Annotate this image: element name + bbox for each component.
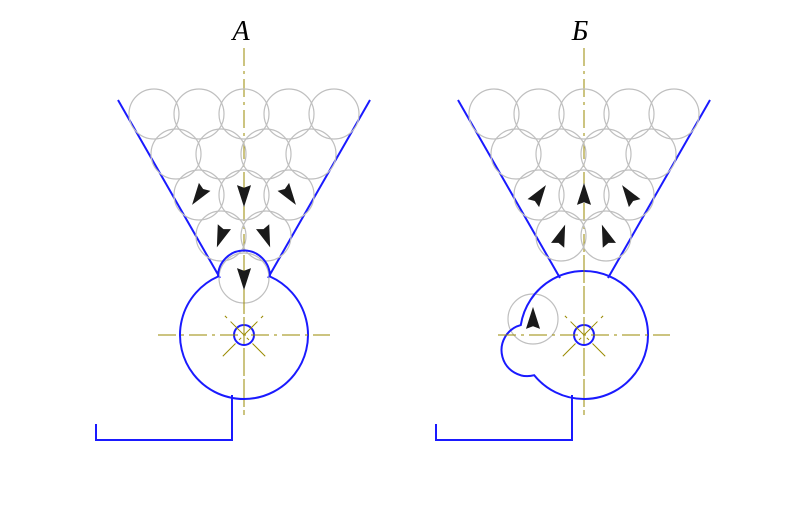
diagram-label: А (230, 16, 250, 47)
ball (514, 89, 564, 139)
force-arrow (256, 224, 270, 247)
force-arrow (528, 185, 546, 207)
ball (581, 129, 631, 179)
ball (309, 89, 359, 139)
force-arrow (551, 225, 565, 248)
ball (469, 89, 519, 139)
ball (491, 129, 541, 179)
force-arrow (237, 185, 251, 207)
chute (96, 395, 232, 440)
ball (196, 129, 246, 179)
force-arrow (602, 225, 616, 248)
chute (436, 395, 572, 440)
force-arrow (526, 307, 540, 329)
ball (604, 89, 654, 139)
ball (241, 129, 291, 179)
force-arrow (622, 185, 640, 207)
ball (649, 89, 699, 139)
hopper-wall-left (118, 100, 220, 278)
ball (626, 129, 676, 179)
ball (286, 129, 336, 179)
ball (264, 89, 314, 139)
ball (129, 89, 179, 139)
ball (536, 129, 586, 179)
force-arrow (278, 183, 296, 205)
force-arrow (217, 224, 231, 247)
diagram-label: Б (571, 16, 589, 47)
diagram-canvas: АБ (0, 0, 800, 512)
hopper-wall-right (268, 100, 370, 278)
ball (151, 129, 201, 179)
force-arrow (192, 183, 210, 205)
ball (174, 89, 224, 139)
force-arrow (237, 268, 251, 290)
force-arrow (577, 183, 591, 205)
